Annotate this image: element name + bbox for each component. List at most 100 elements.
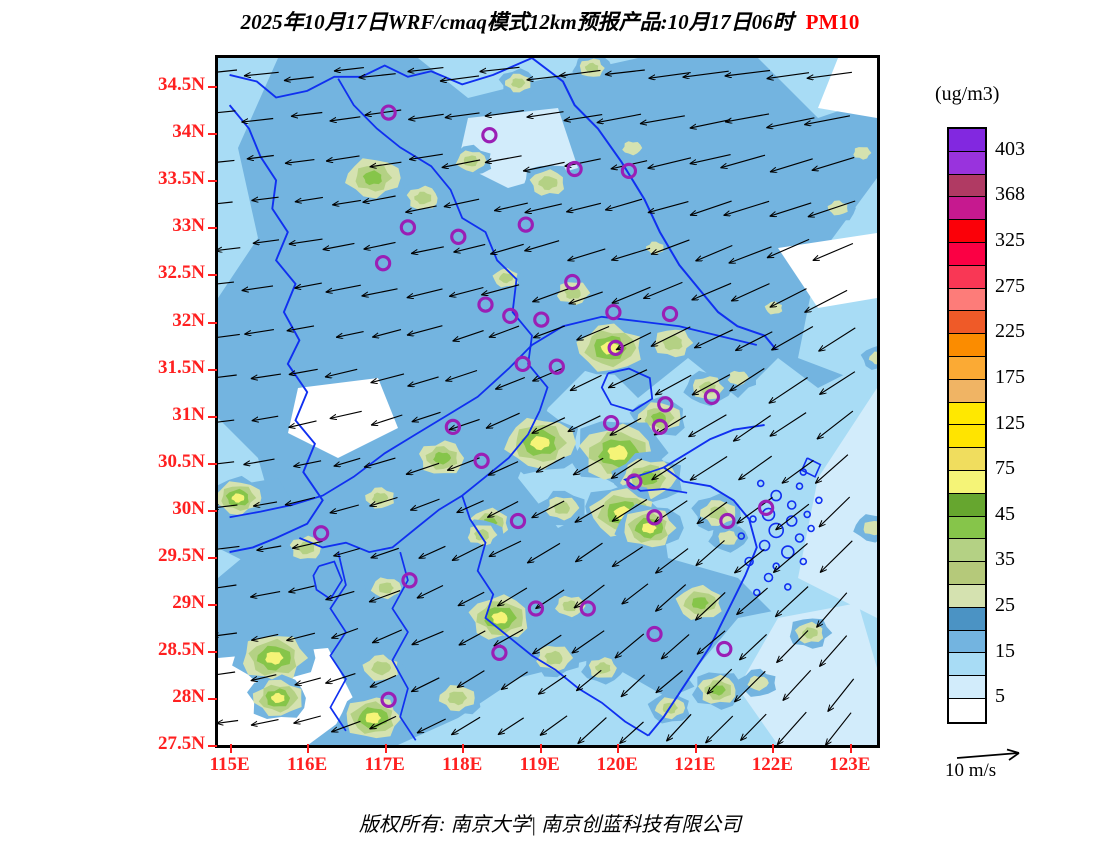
- station-marker[interactable]: [566, 160, 583, 178]
- island-outline: [749, 515, 757, 523]
- station-marker[interactable]: [602, 414, 620, 432]
- station-marker[interactable]: [399, 219, 417, 236]
- lat-tick-label: 34.5N: [158, 74, 205, 96]
- station-marker[interactable]: [312, 525, 330, 542]
- colorbar-swatch[interactable]: [949, 174, 985, 198]
- station-marker[interactable]: [605, 303, 622, 321]
- colorbar-value-label: 275: [995, 274, 1025, 297]
- wind-arrow: [218, 419, 235, 423]
- station-marker[interactable]: [450, 228, 467, 245]
- wind-arrow: [819, 327, 856, 352]
- station-marker[interactable]: [757, 499, 775, 516]
- station-marker[interactable]: [401, 572, 418, 589]
- station-marker[interactable]: [380, 104, 397, 121]
- station-marker[interactable]: [564, 273, 581, 291]
- colorbar-swatch[interactable]: [949, 356, 985, 380]
- colorbar-swatch[interactable]: [949, 539, 985, 563]
- colorbar-swatch[interactable]: [949, 698, 985, 722]
- colorbar-swatch[interactable]: [949, 242, 985, 266]
- station-marker[interactable]: [607, 339, 624, 357]
- colorbar-swatch[interactable]: [949, 311, 985, 335]
- wind-arrow: [766, 117, 815, 128]
- wind-arrow: [725, 113, 770, 122]
- station-marker[interactable]: [444, 418, 462, 436]
- wind-arrow: [576, 669, 602, 691]
- colorbar-swatch[interactable]: [949, 584, 985, 608]
- wind-arrow: [532, 367, 564, 382]
- station-marker[interactable]: [533, 311, 550, 328]
- wind-arrow: [325, 368, 358, 377]
- station-marker[interactable]: [473, 452, 490, 469]
- station-marker[interactable]: [646, 625, 663, 643]
- station-marker-layer[interactable]: [312, 104, 775, 708]
- station-marker[interactable]: [380, 691, 397, 708]
- station-marker[interactable]: [620, 162, 638, 180]
- station-marker[interactable]: [517, 216, 534, 233]
- station-marker[interactable]: [548, 358, 565, 375]
- colorbar-swatch[interactable]: [949, 448, 985, 471]
- colorbar-swatch[interactable]: [949, 288, 985, 312]
- wind-arrow: [817, 410, 854, 439]
- colorbar-swatch[interactable]: [949, 676, 985, 699]
- wind-arrow: [409, 153, 443, 159]
- colorbar-swatch[interactable]: [949, 402, 985, 426]
- contour-ring-75: [710, 685, 726, 696]
- colorbar-swatch[interactable]: [949, 379, 985, 403]
- wind-arrow: [655, 374, 692, 396]
- colorbar-swatch[interactable]: [949, 630, 985, 654]
- colorbar-swatch[interactable]: [949, 151, 985, 175]
- station-marker[interactable]: [477, 296, 494, 313]
- map-plot-frame[interactable]: [215, 55, 880, 748]
- station-marker[interactable]: [716, 640, 733, 658]
- station-marker[interactable]: [719, 512, 736, 530]
- station-marker[interactable]: [502, 307, 519, 325]
- colorbar-swatch[interactable]: [949, 562, 985, 585]
- colorbar-swatch[interactable]: [949, 220, 985, 243]
- colorbar-swatch[interactable]: [949, 470, 985, 494]
- wind-arrow: [566, 202, 602, 212]
- contour-ring-35: [764, 301, 783, 315]
- border-anhui-south: [299, 410, 541, 554]
- colorbar-swatch[interactable]: [949, 607, 985, 631]
- colorbar-swatch[interactable]: [949, 197, 985, 221]
- wind-arrow: [252, 197, 279, 200]
- colorbar-swatch[interactable]: [949, 334, 985, 357]
- wind-arrow: [813, 242, 854, 262]
- colorbar-swatch[interactable]: [949, 129, 985, 152]
- station-marker[interactable]: [491, 644, 508, 661]
- wind-arrow: [453, 330, 484, 342]
- station-marker[interactable]: [481, 127, 498, 144]
- border-jiangsu-coastline: [531, 58, 777, 351]
- station-marker[interactable]: [626, 473, 643, 490]
- concentration-hotspot: [498, 68, 535, 97]
- station-marker[interactable]: [661, 305, 679, 323]
- pm10-concentration-map[interactable]: [218, 58, 877, 745]
- station-marker[interactable]: [651, 418, 669, 436]
- colorbar-swatch[interactable]: [949, 265, 985, 289]
- station-marker[interactable]: [527, 600, 545, 617]
- station-marker[interactable]: [579, 600, 596, 617]
- wind-arrow: [564, 114, 603, 121]
- station-marker[interactable]: [657, 396, 674, 413]
- station-marker[interactable]: [646, 509, 663, 526]
- wind-arrow: [452, 544, 484, 562]
- colorbar-swatch[interactable]: [949, 425, 985, 449]
- station-marker[interactable]: [374, 255, 392, 272]
- contour-ring-75: [691, 597, 709, 610]
- station-marker[interactable]: [509, 512, 527, 530]
- colorbar-swatch[interactable]: [949, 516, 985, 540]
- colorbar[interactable]: [947, 127, 987, 724]
- wind-arrow: [692, 374, 731, 396]
- colorbar-swatch[interactable]: [949, 493, 985, 517]
- lat-tick-mark: [208, 86, 217, 89]
- wind-arrow: [683, 70, 729, 77]
- lat-tick-label: 31N: [172, 403, 205, 425]
- colorbar-swatch[interactable]: [949, 653, 985, 677]
- wind-arrow: [807, 71, 852, 78]
- island-outline: [763, 572, 774, 583]
- station-marker[interactable]: [703, 388, 721, 405]
- station-marker[interactable]: [514, 355, 531, 373]
- wind-arrow: [648, 201, 689, 213]
- wind-scale-legend: [956, 748, 1020, 761]
- island-outline: [815, 496, 823, 505]
